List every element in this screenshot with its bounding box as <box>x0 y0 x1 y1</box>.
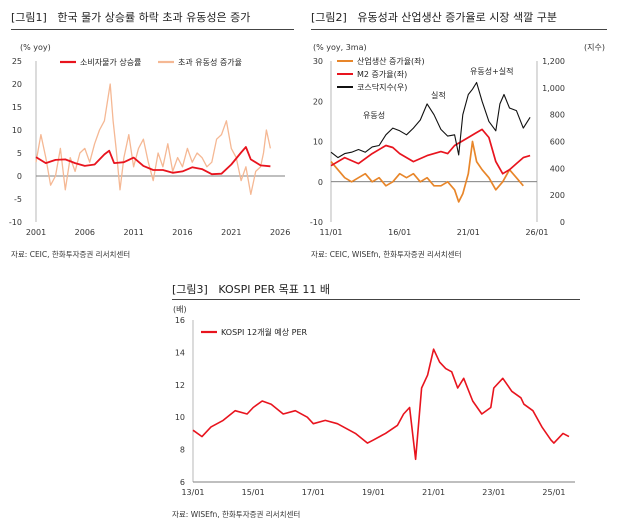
x-tick-label: 2026 <box>270 228 290 237</box>
y-tick-label: 8 <box>180 446 185 455</box>
y-left-tick-label: -10 <box>310 218 323 227</box>
y-tick-label: -5 <box>14 195 22 204</box>
y-left-tick-label: 10 <box>313 138 323 147</box>
y-tick-label: 20 <box>12 80 22 89</box>
figure-3-title-text: KOSPI PER 목표 11 배 <box>218 283 331 296</box>
x-tick-label: 11/01 <box>319 228 342 237</box>
figure-1-label: [그림1] <box>11 11 47 24</box>
x-tick-label: 2021 <box>221 228 241 237</box>
figure-2-rule <box>311 29 607 30</box>
figure-3-source: 자료: WISEfn, 한화투자증권 리서치센터 <box>172 510 301 519</box>
series-line <box>330 81 531 159</box>
y-left-tick-label: 20 <box>313 97 323 106</box>
legend-label: M2 증가율(좌) <box>357 70 407 79</box>
y-axis-unit: (배) <box>173 305 187 314</box>
series-line <box>330 140 524 203</box>
figure-2-source: 자료: CEIC, WISEfn, 한화투자증권 리서치센터 <box>311 250 462 259</box>
series-line <box>35 146 271 176</box>
y-tick-label: 0 <box>17 172 22 181</box>
legend-label: 산업생산 증가율(좌) <box>357 56 425 66</box>
y-axis-unit: (% yoy) <box>20 43 51 52</box>
chart-annotation: 유동성 <box>363 111 385 120</box>
x-tick-label: 21/01 <box>422 488 445 497</box>
y-tick-label: 25 <box>12 57 22 66</box>
y-right-unit: (지수) <box>584 43 605 52</box>
y-right-tick-label: 0 <box>560 218 565 227</box>
x-tick-label: 2016 <box>172 228 192 237</box>
y-left-unit: (% yoy, 3ma) <box>313 43 367 52</box>
y-tick-label: 6 <box>180 478 185 487</box>
figure-1-title: [그림1] 한국 물가 상승률 하락 초과 유동성은 증가 <box>11 9 250 25</box>
y-tick-label: 14 <box>175 348 185 357</box>
series-line <box>35 83 272 196</box>
legend-label: 코스닥지수(우) <box>357 82 407 92</box>
figure-2-title: [그림2] 유동성과 산업생산 증가율로 시장 색깔 구분 <box>311 9 557 25</box>
y-right-tick-label: 1,000 <box>542 84 565 93</box>
figure-1-source: 자료: CEIC, 한화투자증권 리서치센터 <box>11 250 131 259</box>
x-tick-label: 17/01 <box>302 488 325 497</box>
y-tick-label: 10 <box>175 413 185 422</box>
chart-2: (% yoy, 3ma) (지수) -10 0 10 20 30 0 200 400 600 800 1… <box>310 43 605 237</box>
legend-label: 초과 유동성 증가율 <box>178 58 242 67</box>
y-tick-label: 12 <box>175 381 185 390</box>
chart-3: (배) 6 8 10 12 14 16 13/01 15/01 17/01 19/01 21/01 23… <box>173 305 575 497</box>
x-tick-label: 26/01 <box>525 228 548 237</box>
figure-3-rule <box>172 299 580 300</box>
x-tick-label: 2001 <box>26 228 46 237</box>
figure-1-title-text: 한국 물가 상승률 하락 초과 유동성은 증가 <box>57 11 251 24</box>
x-tick-label: 2011 <box>123 228 143 237</box>
chart-1: (% yoy) -10 -5 0 5 10 15 20 25 2001 2006 2011 2016 20… <box>9 43 290 237</box>
y-tick-label: 15 <box>12 103 22 112</box>
y-right-tick-label: 200 <box>550 191 565 200</box>
chart-annotation: 유동성+실적 <box>470 66 514 76</box>
y-tick-label: -10 <box>9 218 22 227</box>
y-right-tick-label: 800 <box>550 111 565 120</box>
figure-3-title: [그림3] KOSPI PER 목표 11 배 <box>172 281 330 297</box>
x-tick-label: 23/01 <box>482 488 505 497</box>
x-tick-label: 15/01 <box>242 488 265 497</box>
y-right-tick-label: 1,200 <box>542 57 565 66</box>
x-tick-label: 25/01 <box>542 488 565 497</box>
series-line <box>330 128 531 175</box>
figure-2-label: [그림2] <box>311 11 347 24</box>
figure-1-rule <box>11 29 294 30</box>
legend-label: KOSPI 12개월 예상 PER <box>221 327 307 337</box>
y-left-tick-label: 30 <box>313 57 323 66</box>
legend-label: 소비자물가 상승률 <box>80 57 141 67</box>
y-tick-label: 10 <box>12 126 22 135</box>
x-tick-label: 19/01 <box>362 488 385 497</box>
y-tick-label: 16 <box>175 316 185 325</box>
x-tick-label: 21/01 <box>457 228 480 237</box>
x-tick-label: 2006 <box>75 228 95 237</box>
x-tick-label: 13/01 <box>181 488 204 497</box>
y-right-tick-label: 600 <box>550 138 565 147</box>
chart-annotation: 실적 <box>431 90 446 100</box>
x-tick-label: 16/01 <box>388 228 411 237</box>
series-line <box>192 348 570 461</box>
y-left-tick-label: 0 <box>318 178 323 187</box>
figure-3-label: [그림3] <box>172 283 208 296</box>
figure-2-title-text: 유동성과 산업생산 증가율로 시장 색깔 구분 <box>357 11 557 24</box>
y-right-tick-label: 400 <box>550 164 565 173</box>
y-tick-label: 5 <box>17 149 22 158</box>
